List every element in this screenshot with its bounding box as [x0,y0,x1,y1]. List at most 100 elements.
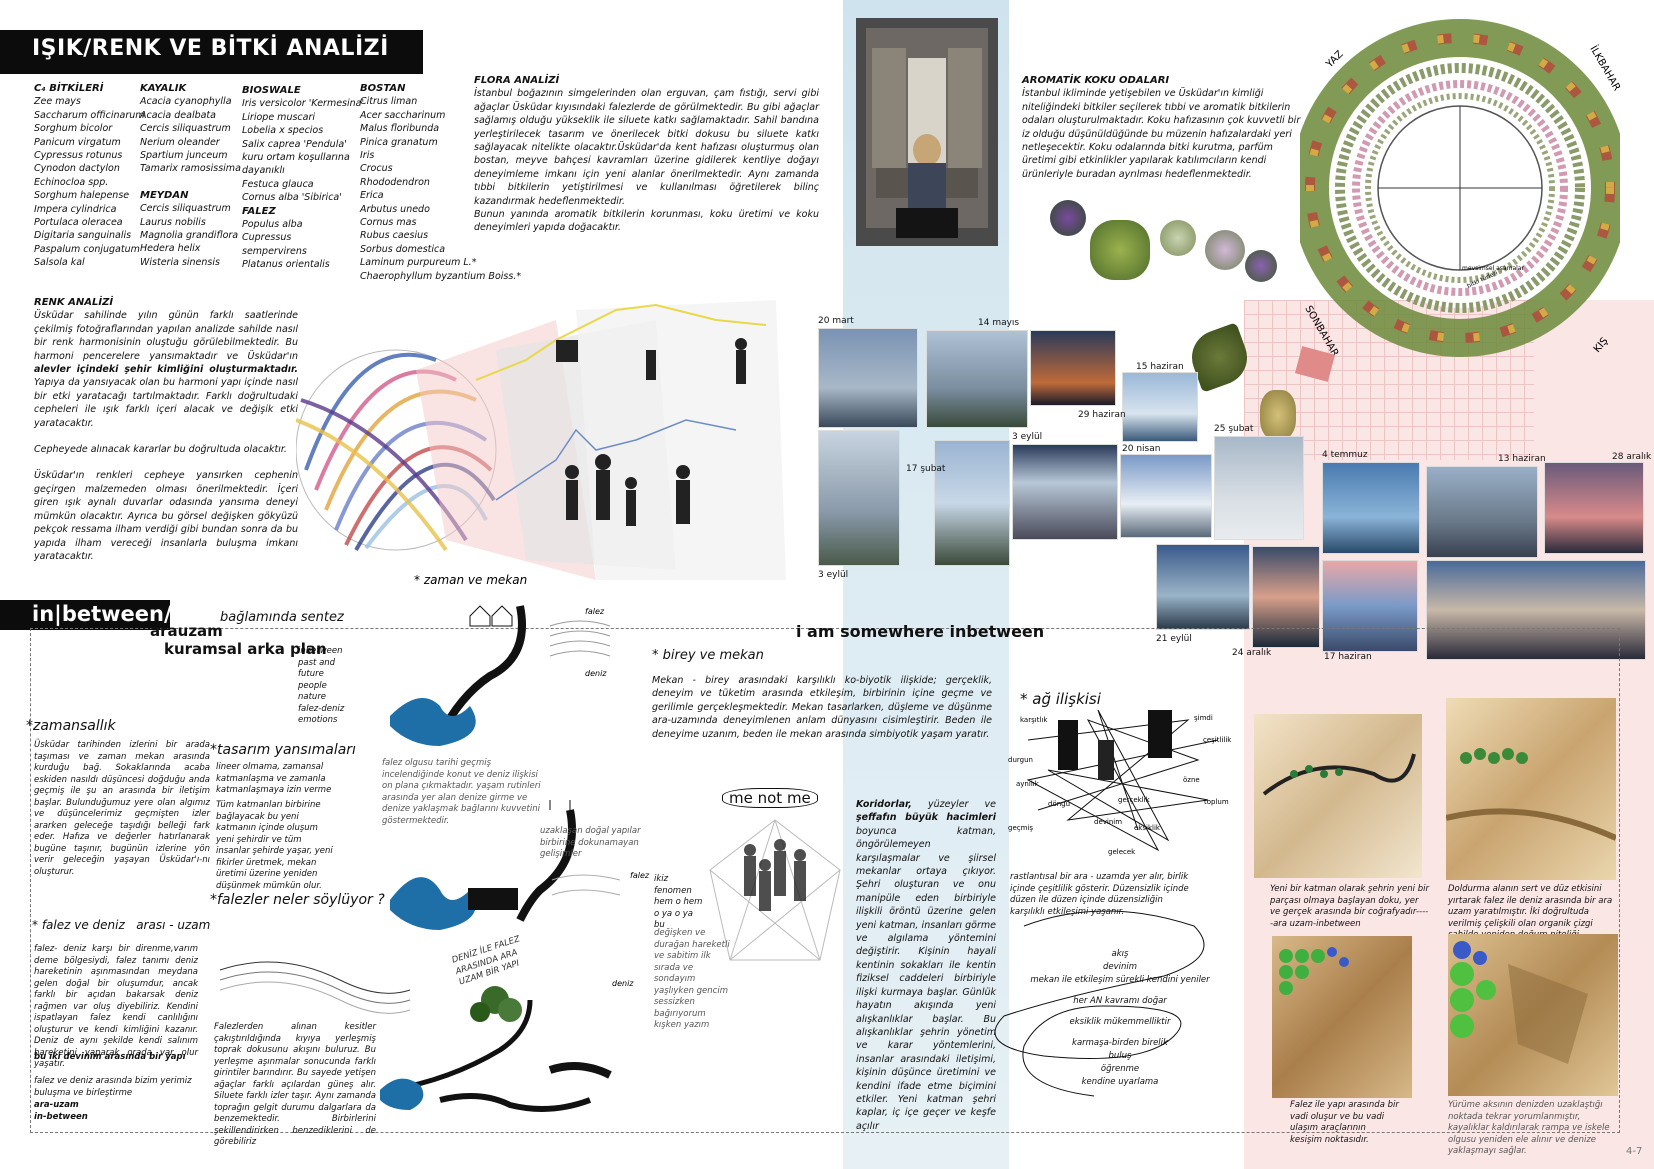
photo-date: 21 eylül [1156,634,1192,644]
flower-image [1160,220,1196,256]
plant-list-kayalik: KAYALIK Acacia cyanophylla Acacia dealba… [140,82,245,269]
ag-heading: * ağ ilişkisi [1020,690,1101,708]
plant-item: Festuca glauca [242,178,314,190]
interior-render [856,18,998,246]
plant-item: Cypressus rotunus [34,150,123,162]
plant-item: Zee mays [34,96,81,108]
plant-heading: BIOSWALE [242,85,301,96]
plant-heading: BOSTAN [360,83,406,94]
sky-photo [1322,462,1420,554]
plant-item: Tamarix ramosissima [140,163,241,175]
flower-image [1205,230,1245,270]
loop-word: öğrenme [1100,1064,1140,1074]
photo-date: 20 mart [818,316,854,326]
ag-word: döngü [1048,800,1070,808]
plant-item: Cornus mas [360,217,417,229]
ag-word: toplum [1204,798,1229,806]
plant-item: Laurus nobilis [140,216,206,228]
inbetween-subtitle: bağlamında sentez [220,610,344,625]
plant-item: Iris versicolor 'Kermesina' [242,98,365,110]
photo-date: 20 nisan [1122,444,1161,454]
ikidevinim-text: bu iki devinim arasında bir yapı [34,1052,186,1062]
sky-photo [1030,330,1116,406]
loop-word: akış [1111,949,1129,959]
ag-word: çeşitlilik [1203,736,1232,744]
plant-list-bioswale: BIOSWALE Iris versicolor 'Kermesina' Lir… [242,84,365,272]
aroma-heading: AROMATİK KOKU ODALARI [1022,75,1170,86]
plant-item: kuru ortam koşullarına [242,152,350,164]
model-photo-2 [1445,698,1618,880]
keyword: past and future [298,657,336,680]
model-photo-4-drawing [1450,941,1588,1064]
ag-word: karşıtlık [1020,716,1048,724]
ag-word: aynılık [1016,780,1040,788]
inbetween-title: in|between/ [0,600,172,630]
interior-render-drawing [856,18,998,246]
sky-photo [1252,546,1320,648]
page-title: IŞIK/RENK VE BİTKİ ANALİZİ [0,30,423,74]
loop-words: akış devinim mekan ile etkileşim sürekli… [1010,944,1230,1093]
model-photo-1-drawing [1262,753,1416,796]
plant-item: Salix caprea 'Pendula' [242,138,347,150]
flora-text-2: Bunun yanında aromatik bitkilerin korunm… [474,209,819,234]
model-caption-3: Falez ile yapı arasında bir vadi oluşur … [1290,1100,1399,1145]
sky-photo [1120,454,1212,538]
sky-photo [926,330,1028,428]
sky-photo [1322,560,1418,652]
plant-item: Spartium junceum [140,150,228,162]
plant-heading: MEYDAN [140,189,189,201]
plant-item: Cornus alba 'Sibirica' [242,192,342,204]
zamansallik-heading: *zamansallık [26,718,116,734]
plant-item: Sorghum bicolor [34,123,113,135]
loop-word: mekan ile etkileşim sürekli kendini yeni… [1030,975,1210,985]
renk-paragraph-1: Üsküdar sahilinde yılın günün farklı saa… [34,309,298,430]
plant-item: Erica [360,190,384,202]
model-photo-2-drawing [1445,748,1618,841]
plant-item: Sorbus domestica [360,243,446,255]
zamansallik-text: Üsküdar tarihinden izlerini bir arada ta… [34,740,210,877]
falezdeniz-heading: * falez ve deniz arası - uzam [32,918,211,932]
page-number: 4-7 [1626,1146,1643,1157]
plant-item: Malus floribunda [360,123,440,135]
flower-image [1090,220,1150,280]
flora-heading: FLORA ANALİZİ [474,75,560,86]
model-photo-3 [1272,936,1412,1098]
plant-heading: FALEZ [242,205,276,217]
menotme-label: me not me [722,788,818,808]
color-arc-diagram: * zaman ve mekan [296,300,786,587]
ag-word: gerçeklik [1118,796,1151,804]
koridor-text: Koridorlar, yüzeyler ve şeffafın büyük h… [856,798,996,1133]
plant-item: Citrus liman [360,96,418,108]
plant-item: Impera cylindrica [34,203,117,215]
keyword-list: inbetween past and future people nature … [298,646,358,727]
keyword: nature [298,692,327,702]
plant-item: Wisteria sinensis [140,256,220,268]
plant-item: Acer saccharinum [360,109,446,121]
keyword: emotions [298,715,338,725]
keyword: falez-deniz [298,703,345,714]
season-wheel: YAZ İLKBAHAR SONBAHAR KIŞ mevsimsel aşam… [1300,19,1620,359]
tasarim-heading: *tasarım yansımaları [210,742,356,758]
renk-heading: RENK ANALİZİ [34,297,114,308]
photo-date: 24 aralık [1232,648,1272,658]
aroma-section: AROMATİK KOKU ODALARI İstanbul ikliminde… [1022,74,1302,181]
plant-item: Laminum purpureum L.* [360,257,477,269]
plant-item: Platanus orientalis [242,259,330,271]
plant-item: Lobelia x specios [242,125,324,137]
sky-photo [1012,444,1118,540]
plant-item: Acacia dealbata [140,109,216,121]
photo-date: 3 eylül [818,570,849,580]
deniz-label: deniz [585,669,607,678]
plant-item: Crocus [360,163,393,175]
plant-item: Sorghum halepense [34,190,130,202]
falezler-heading: *falezler neler söylüyor ? [210,892,385,908]
wheel-label-1: mevsimsel aşamalar [1462,265,1524,272]
falez-section-drawing: deniz [219,961,634,1112]
figures-network [709,819,841,961]
plant-item: Salsola kal [34,257,85,269]
plant-list-bostan: BOSTAN Citrus liman Acer saccharinum Mal… [360,82,521,283]
arauzam-label: ara-uzam [34,1100,79,1110]
season-kis: KIŞ [1592,336,1611,355]
tasarim-text-1: lineer olmama, zamansal katmanlaşma ve z… [216,762,332,795]
plant-item: Liriope muscari [242,111,315,123]
